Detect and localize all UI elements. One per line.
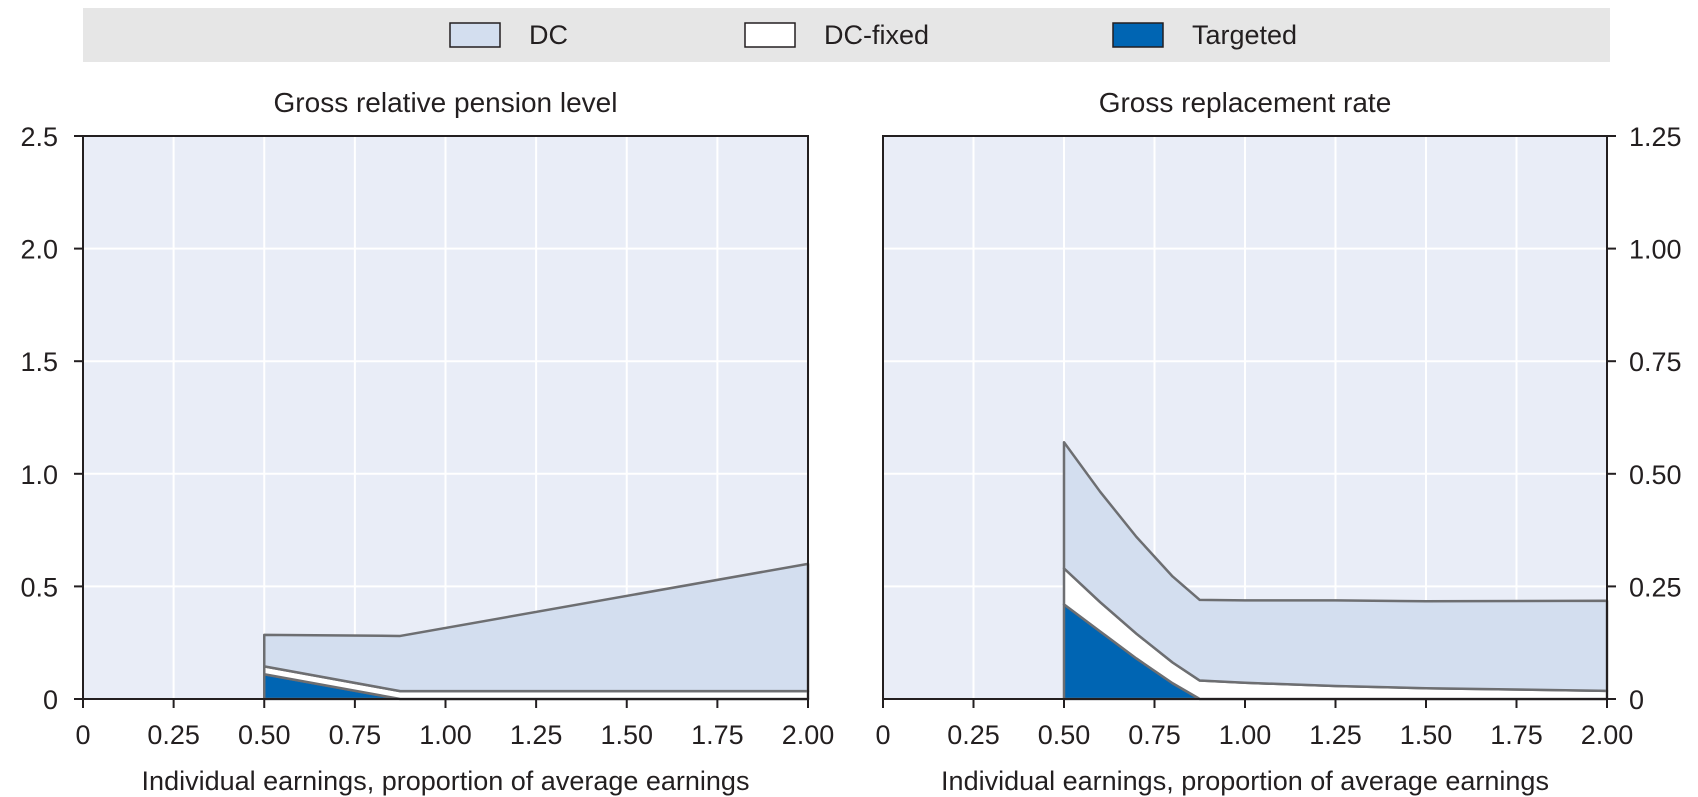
y-tick-label: 0.5 xyxy=(20,572,58,602)
x-tick-label: 0.50 xyxy=(238,720,291,750)
panel-title: Gross replacement rate xyxy=(1099,87,1392,118)
x-tick-label: 2.00 xyxy=(1581,720,1634,750)
x-tick-label: 0 xyxy=(75,720,90,750)
legend-label-dc: DC xyxy=(529,20,568,50)
panel-gross-relative-pension-level: 0 0.5 1.0 1.5 2.0 2.5 0 0.25 0.50 0.75 1.00 1.25 1.5… xyxy=(20,87,834,796)
legend-background xyxy=(83,8,1610,62)
x-tick-label: 0.25 xyxy=(947,720,1000,750)
x-tick-label: 0 xyxy=(875,720,890,750)
panel-title: Gross relative pension level xyxy=(274,87,618,118)
y-tick-label: 1.25 xyxy=(1629,122,1682,152)
legend-label-targeted: Targeted xyxy=(1192,20,1297,50)
x-axis-label: Individual earnings, proportion of avera… xyxy=(941,766,1549,796)
x-tick-label: 0.50 xyxy=(1038,720,1091,750)
legend-label-dc-fixed: DC-fixed xyxy=(824,20,929,50)
y-tick-label: 2.0 xyxy=(20,235,58,265)
x-tick-label: 0.25 xyxy=(147,720,200,750)
x-tick-label: 1.75 xyxy=(691,720,744,750)
x-tick-label: 0.75 xyxy=(1128,720,1181,750)
y-tick-label: 1.5 xyxy=(20,347,58,377)
legend-swatch-targeted xyxy=(1112,22,1164,48)
y-tick-label: 0.25 xyxy=(1629,572,1682,602)
panel-gross-replacement-rate: 0 0.25 0.50 0.75 1.00 1.25 0 0.25 0.50 0.75 1.00 1.… xyxy=(875,87,1681,796)
x-tick-label: 1.25 xyxy=(510,720,563,750)
y-tick-label: 1.0 xyxy=(20,460,58,490)
x-tick-label: 1.50 xyxy=(1400,720,1453,750)
x-tick-label: 0.75 xyxy=(329,720,382,750)
x-tick-label: 2.00 xyxy=(782,720,835,750)
x-tick-label: 1.75 xyxy=(1490,720,1543,750)
y-tick-label: 1.00 xyxy=(1629,235,1682,265)
legend: DC DC-fixed Targeted xyxy=(83,8,1610,62)
y-tick-label: 0.75 xyxy=(1629,347,1682,377)
x-tick-label: 1.00 xyxy=(1219,720,1272,750)
y-tick-label: 0.50 xyxy=(1629,460,1682,490)
legend-swatch-dc xyxy=(449,22,501,48)
x-axis-label: Individual earnings, proportion of avera… xyxy=(142,766,750,796)
y-tick-label: 2.5 xyxy=(20,122,58,152)
x-tick-label: 1.25 xyxy=(1309,720,1362,750)
x-tick-label: 1.50 xyxy=(600,720,653,750)
legend-swatch-dc-fixed xyxy=(744,22,796,48)
x-tick-label: 1.00 xyxy=(419,720,472,750)
y-tick-label: 0 xyxy=(1629,685,1644,715)
y-tick-label: 0 xyxy=(43,685,58,715)
